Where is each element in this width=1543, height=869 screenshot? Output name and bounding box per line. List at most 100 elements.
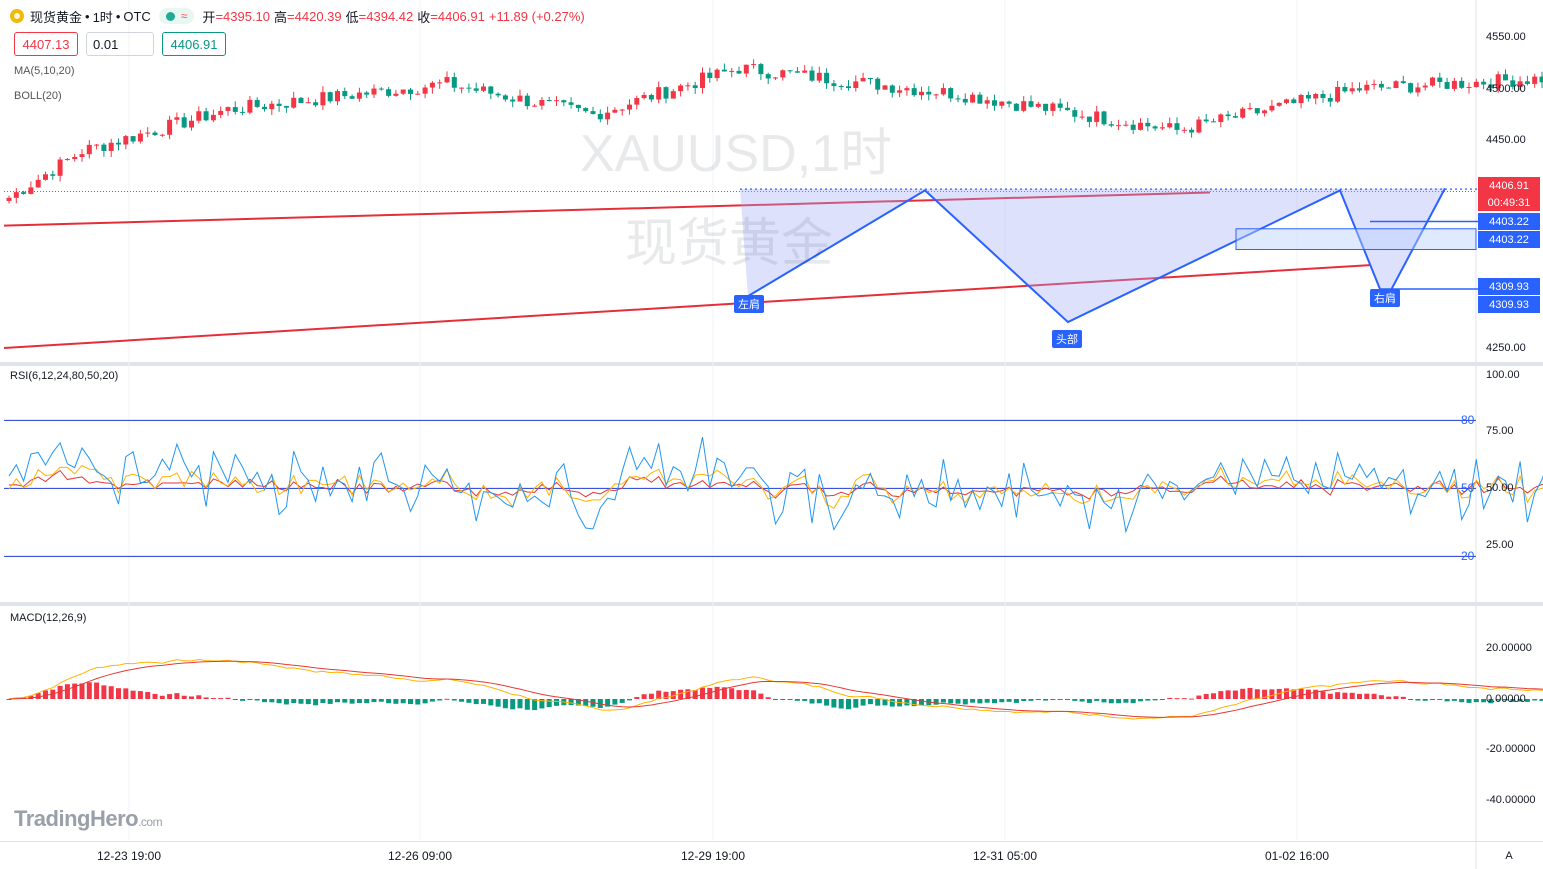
macd-histogram-bar	[123, 688, 129, 699]
time-axis-label: 12-23 19:00	[96, 849, 162, 863]
macd-histogram-bar	[1152, 699, 1158, 701]
candle-body	[1342, 86, 1348, 92]
macd-histogram-bar	[532, 699, 538, 711]
candle-body	[247, 99, 253, 113]
macd-histogram-bar	[1189, 698, 1195, 700]
macd-histogram-bar	[955, 699, 961, 704]
candle-body	[1262, 110, 1268, 114]
candle-body	[721, 69, 727, 72]
macd-histogram-bar	[459, 699, 465, 702]
right-shoulder-label: 右肩	[1370, 289, 1400, 307]
candle-body	[546, 99, 552, 101]
candle-body	[232, 107, 238, 112]
candle-body	[1101, 111, 1107, 125]
macd-histogram-bar	[809, 699, 815, 704]
macd-histogram-bar	[262, 699, 267, 703]
macd-histogram-bar	[1232, 690, 1238, 699]
candle-body	[320, 92, 326, 106]
macd-histogram-bar	[568, 699, 574, 706]
macd-histogram-bar	[860, 699, 866, 706]
macd-histogram-bar	[495, 699, 501, 707]
candle-body	[225, 107, 231, 111]
candle-body	[1021, 101, 1027, 111]
candle-body	[743, 64, 749, 74]
countdown-tag: 00:49:31	[1478, 194, 1540, 211]
macd-histogram-bar	[466, 699, 472, 703]
time-axis-label: 12-31 05:00	[972, 849, 1038, 863]
macd-histogram-bar	[663, 691, 669, 699]
macd-histogram-bar	[546, 699, 552, 708]
quantity-input[interactable]: 0.01	[86, 32, 154, 56]
macd-histogram-bar	[1181, 698, 1187, 700]
symbol-name[interactable]: 现货黄金	[30, 9, 83, 25]
time-axis-label: 12-29 19:00	[680, 849, 746, 863]
candle-body	[1408, 83, 1414, 93]
candle-body	[495, 93, 501, 96]
candle-body	[1130, 124, 1136, 130]
candle-body	[1327, 97, 1333, 102]
candle-body	[1050, 103, 1056, 111]
boll-indicator-label[interactable]: BOLL(20)	[14, 90, 62, 102]
candle-body	[575, 104, 581, 109]
exchange-label: OTC	[123, 8, 151, 24]
buy-price-button[interactable]: 4406.91	[162, 32, 226, 56]
candle-body	[1378, 83, 1384, 88]
candle-body	[838, 86, 844, 88]
price-axis-label: 4450.00	[1486, 134, 1526, 146]
macd-histogram-bar	[159, 695, 165, 699]
candle-body	[1145, 122, 1151, 127]
macd-histogram-bar	[1269, 689, 1275, 699]
macd-histogram-bar	[408, 699, 413, 705]
macd-histogram-bar	[364, 699, 370, 704]
macd-histogram-bar	[816, 699, 822, 704]
candle-body	[415, 93, 421, 95]
candle-body	[1203, 119, 1209, 122]
interval-label[interactable]: 1时	[92, 9, 113, 25]
macd-histogram-bar	[1050, 699, 1056, 700]
macd-histogram-bar	[1094, 699, 1100, 701]
macd-histogram-bar	[787, 699, 793, 701]
candle-body	[1138, 122, 1143, 130]
candle-body	[860, 77, 866, 82]
candle-body	[130, 136, 136, 142]
current-price-tag: 4406.91	[1478, 177, 1540, 194]
candle-body	[605, 112, 611, 120]
open-label: 开	[202, 9, 216, 25]
macd-histogram-bar	[736, 690, 742, 699]
macd-histogram-bar	[481, 699, 486, 704]
macd-histogram-bar	[721, 687, 727, 699]
candle-body	[481, 86, 486, 91]
candle-body	[1028, 101, 1034, 107]
high-label: 高	[274, 9, 288, 25]
macd-histogram-bar	[882, 699, 888, 706]
rsi-axis-label: 50.00	[1486, 482, 1514, 494]
candle-body	[999, 101, 1005, 106]
candle-body	[1495, 74, 1501, 89]
candle-body	[1437, 77, 1443, 82]
macd-histogram-bar	[1444, 699, 1450, 702]
macd-indicator-label[interactable]: MACD(12,26,9)	[10, 612, 87, 624]
sell-price-button[interactable]: 4407.13	[14, 32, 78, 56]
rsi-indicator-label[interactable]: RSI(6,12,24,80,50,20)	[10, 370, 119, 382]
open-value: =4395.10	[215, 8, 271, 24]
candle-body	[1459, 80, 1465, 88]
candle-body	[794, 71, 800, 73]
macd-histogram-bar	[940, 699, 946, 703]
macd-histogram-bar	[678, 689, 684, 699]
market-status-pill[interactable]: ≈	[158, 8, 195, 24]
macd-histogram-bar	[1240, 688, 1246, 699]
ma-indicator-label[interactable]: MA(5,10,20)	[14, 65, 75, 77]
candle-body	[933, 94, 939, 96]
candle-body	[116, 142, 121, 145]
name-watermark: 现货黄金	[625, 215, 834, 273]
macd-histogram-bar	[1393, 696, 1399, 699]
candle-body	[196, 111, 202, 121]
auto-scale-button[interactable]: A	[1505, 850, 1513, 862]
macd-histogram-bar	[984, 699, 990, 703]
macd-histogram-bar	[1371, 693, 1377, 699]
macd-histogram-bar	[670, 691, 676, 699]
macd-histogram-bar	[145, 691, 151, 699]
rsi-level-label: 20	[1461, 549, 1475, 563]
macd-histogram-bar	[298, 699, 304, 704]
